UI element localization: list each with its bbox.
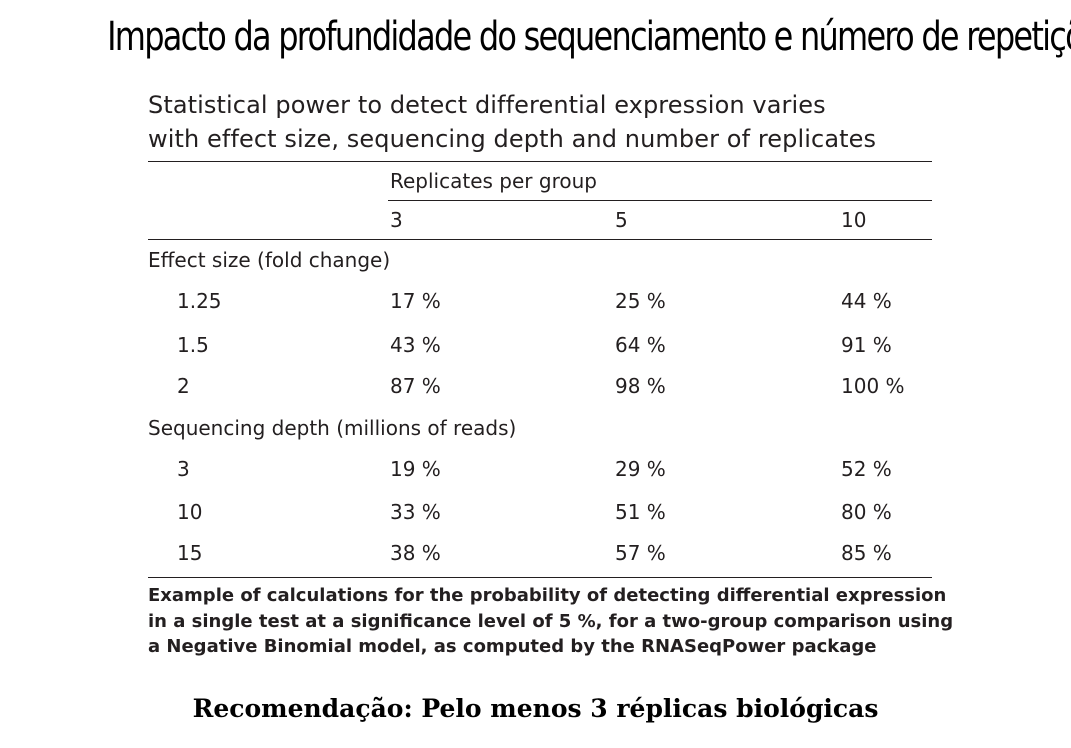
column-header: 10 (841, 208, 867, 232)
table-cell: 85 % (841, 541, 892, 565)
table-cell: 17 % (390, 289, 441, 313)
table-cell: 80 % (841, 500, 892, 524)
row-label: 3 (177, 457, 190, 481)
table-cell: 33 % (390, 500, 441, 524)
table-cell: 64 % (615, 333, 666, 357)
row-label: 1.25 (177, 289, 222, 313)
figure-caption: Example of calculations for the probabil… (148, 583, 954, 660)
row-label: 2 (177, 374, 190, 398)
row-label: 1.5 (177, 333, 209, 357)
table-cell: 38 % (390, 541, 441, 565)
group-header: Replicates per group (390, 169, 597, 193)
table-cell: 29 % (615, 457, 666, 481)
column-header: 5 (615, 208, 628, 232)
table-cell: 52 % (841, 457, 892, 481)
header-bottom-rule (148, 239, 932, 240)
table-cell: 51 % (615, 500, 666, 524)
table-bottom-rule (148, 577, 932, 578)
row-label: 10 (177, 500, 203, 524)
figure-title-line-2: with effect size, sequencing depth and n… (148, 125, 877, 153)
table-cell: 100 % (841, 374, 905, 398)
row-label: 15 (177, 541, 203, 565)
table-cell: 87 % (390, 374, 441, 398)
table-top-rule (148, 161, 932, 162)
table-cell: 91 % (841, 333, 892, 357)
section-label: Effect size (fold change) (148, 248, 391, 272)
table-cell: 44 % (841, 289, 892, 313)
figure-title: Statistical power to detect differential… (148, 88, 932, 156)
table-cell: 25 % (615, 289, 666, 313)
figure-title-line-1: Statistical power to detect differential… (148, 91, 826, 119)
table-cell: 19 % (390, 457, 441, 481)
table-cell: 98 % (615, 374, 666, 398)
table-cell: 57 % (615, 541, 666, 565)
caption-line: in a single test at a significance level… (148, 610, 954, 632)
caption-line: a Negative Binomial model, as computed b… (148, 636, 877, 657)
slide-title: Impacto da profundidade do sequenciament… (107, 14, 1071, 60)
figure: Statistical power to detect differential… (148, 88, 953, 657)
group-header-rule (388, 200, 932, 201)
recommendation-text: Recomendação: Pelo menos 3 réplicas biol… (192, 694, 879, 723)
section-label: Sequencing depth (millions of reads) (148, 416, 517, 440)
caption-line: Example of calculations for the probabil… (148, 585, 947, 606)
table-cell: 43 % (390, 333, 441, 357)
column-header: 3 (390, 208, 403, 232)
